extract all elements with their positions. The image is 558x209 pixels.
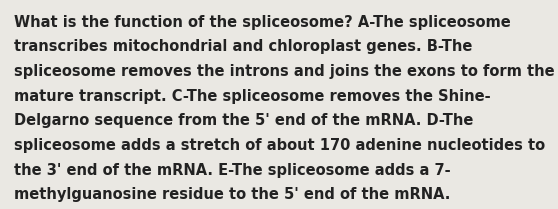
Text: What is the function of the spliceosome? A-The spliceosome: What is the function of the spliceosome?… [14, 15, 511, 30]
Text: the 3' end of the mRNA. E-The spliceosome adds a 7-: the 3' end of the mRNA. E-The spliceosom… [14, 163, 450, 178]
Text: Delgarno sequence from the 5' end of the mRNA. D-The: Delgarno sequence from the 5' end of the… [14, 113, 473, 128]
Text: mature transcript. C-The spliceosome removes the Shine-: mature transcript. C-The spliceosome rem… [14, 89, 490, 104]
Text: methylguanosine residue to the 5' end of the mRNA.: methylguanosine residue to the 5' end of… [14, 187, 450, 202]
Text: transcribes mitochondrial and chloroplast genes. B-The: transcribes mitochondrial and chloroplas… [14, 39, 472, 54]
Text: spliceosome removes the introns and joins the exons to form the: spliceosome removes the introns and join… [14, 64, 555, 79]
Text: spliceosome adds a stretch of about 170 adenine nucleotides to: spliceosome adds a stretch of about 170 … [14, 138, 545, 153]
